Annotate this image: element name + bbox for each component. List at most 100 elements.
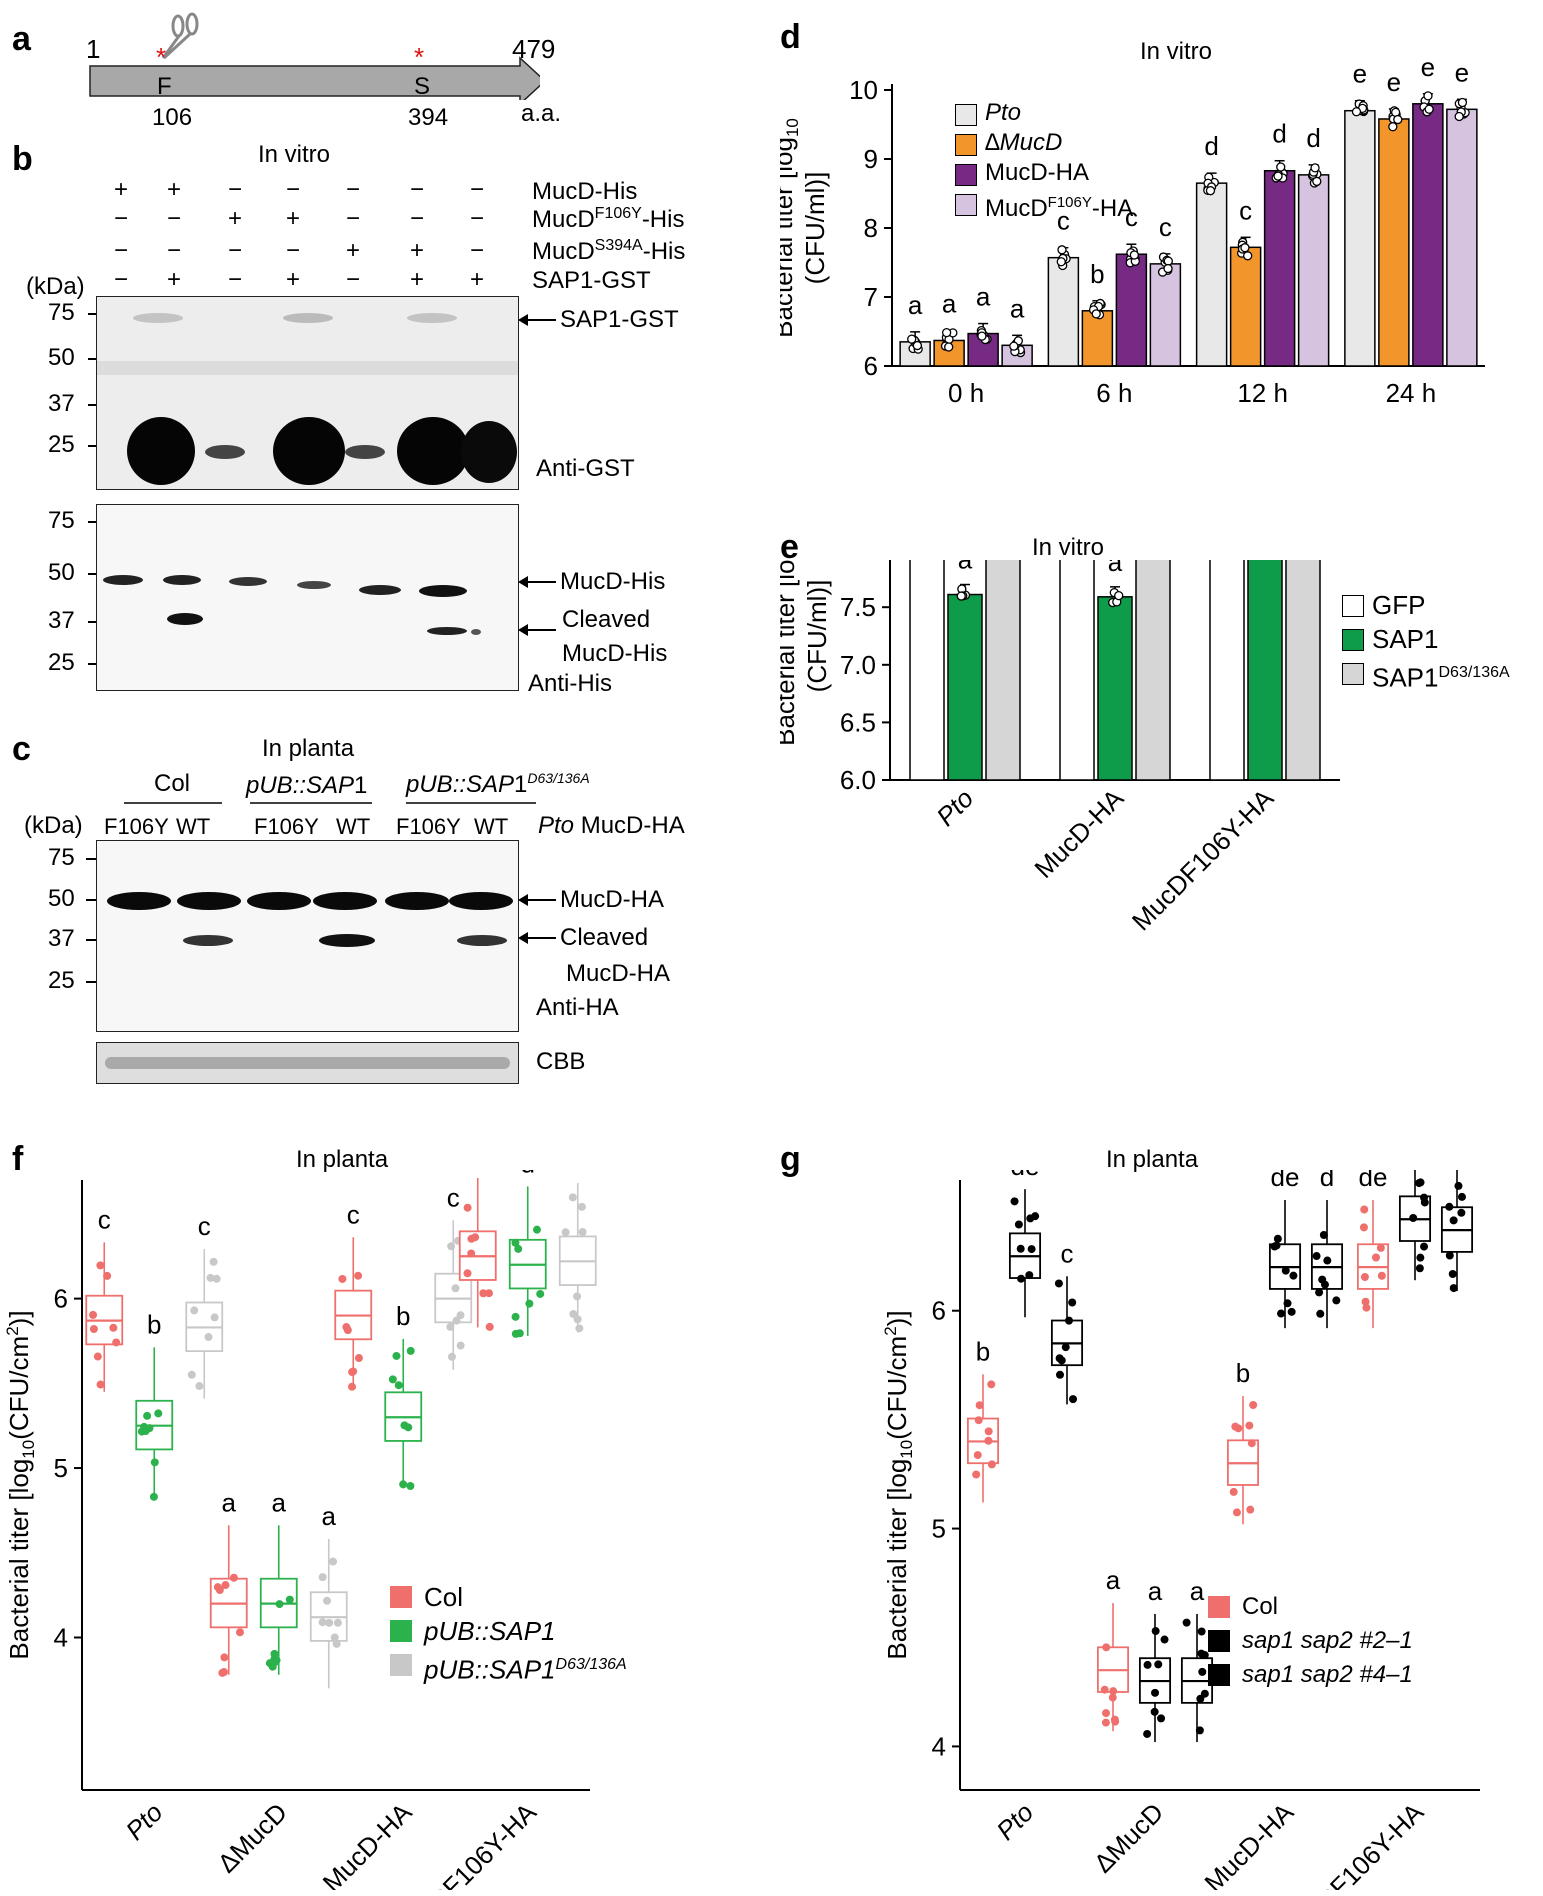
f-legend-item: Col xyxy=(390,1580,627,1614)
y-tick-label: 6 xyxy=(864,351,878,381)
d-legend-item: MucD-HA xyxy=(955,158,1133,188)
data-point xyxy=(974,1416,983,1425)
g-legend: Col sap1 sap2 #2–1 sap1 sap2 #4–1 xyxy=(1208,1590,1413,1692)
sign-cell: + xyxy=(286,266,301,293)
data-point xyxy=(973,1451,982,1460)
bar xyxy=(1097,596,1133,781)
panel-b-label: b xyxy=(12,140,33,178)
marker-tick xyxy=(86,981,96,983)
data-point xyxy=(1277,1309,1286,1318)
data-point xyxy=(218,1668,227,1677)
significance-letter: d xyxy=(1320,1170,1334,1192)
data-point xyxy=(1198,1667,1207,1676)
significance-letter: a xyxy=(1190,1576,1205,1606)
y-tick-label: 6 xyxy=(54,1284,68,1314)
panel-g-label: g xyxy=(780,1140,801,1178)
data-point xyxy=(1143,1729,1152,1738)
marker-label: 25 xyxy=(48,431,75,458)
significance-letter: c xyxy=(98,1204,111,1234)
data-point xyxy=(89,1310,98,1319)
data-point xyxy=(1449,1284,1458,1293)
significance-letter: c xyxy=(198,1211,211,1241)
data-point xyxy=(463,1203,472,1212)
data-point xyxy=(1016,1244,1025,1253)
blot-anti-ha xyxy=(96,840,519,1032)
bar xyxy=(1047,256,1080,367)
data-point xyxy=(1249,1401,1258,1410)
band xyxy=(385,892,449,910)
panel-f-label: f xyxy=(12,1140,24,1178)
data-point xyxy=(1100,1685,1109,1694)
data-point xyxy=(578,1228,587,1237)
data-point xyxy=(984,1436,993,1445)
significance-letter: a xyxy=(942,288,957,318)
data-point xyxy=(1240,243,1250,253)
band xyxy=(205,445,245,459)
box-2-1 xyxy=(384,1338,423,1491)
data-point xyxy=(1449,1216,1458,1225)
data-point xyxy=(1457,1208,1466,1217)
y-tick-label: 7.5 xyxy=(840,592,876,622)
data-point xyxy=(1197,1649,1206,1658)
marker-label: 75 xyxy=(48,299,75,326)
data-point xyxy=(1017,1274,1026,1283)
legend-swatch xyxy=(1342,595,1364,617)
data-point xyxy=(325,1618,334,1627)
x-tick-label: 6 h xyxy=(1096,378,1132,408)
blot1-arrow xyxy=(518,314,556,326)
data-point xyxy=(1287,1307,1296,1316)
marker-label: 37 xyxy=(48,390,75,417)
significance-letter: c xyxy=(1239,195,1252,225)
bar xyxy=(909,560,945,781)
box-2-0 xyxy=(334,1237,373,1391)
marker-label: 50 xyxy=(48,344,75,371)
data-point xyxy=(1143,1660,1152,1669)
data-point xyxy=(1054,1279,1063,1288)
y-tick-label: 4 xyxy=(932,1731,946,1761)
significance-letter: a xyxy=(272,1487,287,1517)
data-point xyxy=(1247,1439,1256,1448)
significance-letter: d xyxy=(1272,119,1286,149)
marker-tick xyxy=(88,521,96,523)
legend-swatch xyxy=(955,104,977,126)
significance-letter: de xyxy=(1359,1170,1388,1192)
g-legend-item: sap1 sap2 #4–1 xyxy=(1208,1658,1413,1692)
band xyxy=(457,935,507,946)
data-point xyxy=(96,1380,105,1389)
x-tick-label: 24 h xyxy=(1386,378,1437,408)
data-point xyxy=(1109,1687,1118,1696)
panel-c-title: In planta xyxy=(262,735,355,762)
data-point xyxy=(318,1573,327,1582)
data-point xyxy=(89,1325,98,1334)
data-point xyxy=(1010,1197,1019,1206)
bar xyxy=(1081,310,1114,367)
significance-letter: a xyxy=(908,290,923,320)
x-tick-label: 12 h xyxy=(1237,378,1288,408)
significance-letter: de xyxy=(1271,1170,1300,1192)
data-point xyxy=(1273,1234,1282,1243)
data-point xyxy=(206,1273,215,1282)
box-3-0 xyxy=(458,1177,497,1331)
y-tick-label: 5 xyxy=(932,1514,946,1544)
c-loading-control: CBB xyxy=(536,1048,586,1075)
data-point xyxy=(573,1315,582,1324)
data-point xyxy=(338,1274,347,1283)
lane-label: F106Y xyxy=(396,814,461,839)
data-point xyxy=(1312,176,1322,187)
data-point xyxy=(1069,1395,1078,1404)
blot1-annotation: SAP1-GST xyxy=(560,306,679,333)
sign-cell: − xyxy=(228,176,243,203)
data-point xyxy=(1377,1271,1386,1280)
data-point xyxy=(1068,1298,1077,1307)
data-point xyxy=(956,591,966,601)
box-0-1 xyxy=(135,1347,174,1501)
significance-letter: a xyxy=(976,282,991,312)
data-point xyxy=(285,1595,294,1604)
data-point xyxy=(329,1557,338,1566)
bar xyxy=(1446,108,1478,367)
protein-end: 479 xyxy=(512,34,556,64)
data-point xyxy=(1150,1707,1159,1716)
y-tick-label: 10 xyxy=(849,75,878,105)
chart-g: 4 5 6 Bacterial titer [log10(CFU/cm2)] b de c P… xyxy=(881,1170,1480,1890)
legend-swatch xyxy=(390,1620,412,1642)
